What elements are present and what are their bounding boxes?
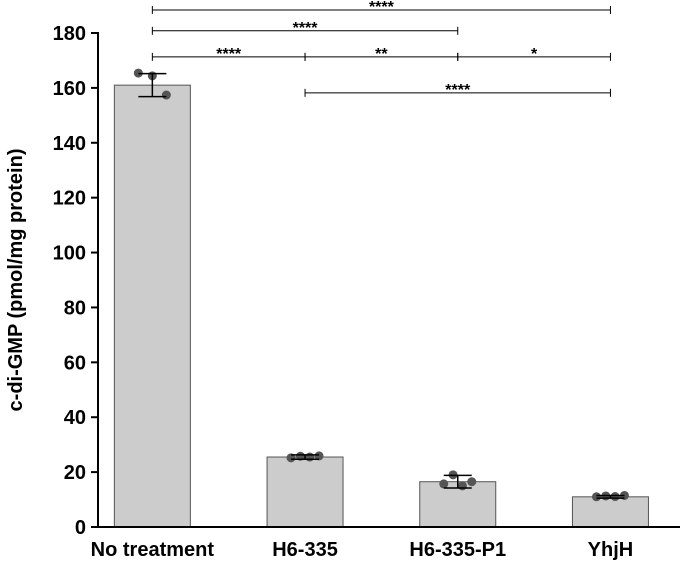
bar: [113, 84, 191, 528]
bar: [571, 496, 649, 528]
y-tick-label: 180: [53, 23, 86, 45]
significance-label: ****: [369, 0, 395, 16]
data-point: [314, 451, 324, 461]
y-tick-label: 20: [64, 462, 86, 484]
data-point: [457, 481, 467, 491]
y-tick-label: 60: [64, 352, 86, 374]
significance-label: ****: [293, 20, 319, 37]
bar: [266, 456, 344, 528]
y-tick-label: 160: [53, 78, 86, 100]
y-axis-title: c-di-GMP (pmol/mg protein): [5, 149, 27, 412]
data-point: [610, 492, 620, 502]
data-point: [286, 453, 296, 463]
data-point: [467, 477, 477, 487]
bar: [419, 481, 497, 528]
x-tick-label: H6-335-P1: [409, 539, 506, 561]
y-tick-label: 80: [64, 297, 86, 319]
y-tick-label: 100: [53, 243, 86, 265]
data-point: [161, 90, 171, 100]
significance-label: ****: [445, 82, 471, 99]
significance-label: **: [375, 46, 388, 63]
significance-label: *: [531, 46, 538, 63]
significance-label: ****: [216, 46, 242, 63]
data-point: [305, 452, 315, 462]
y-tick-label: 0: [75, 517, 86, 539]
x-tick-label: H6-335: [272, 539, 338, 561]
y-tick-label: 140: [53, 133, 86, 155]
data-point: [591, 492, 601, 502]
x-tick-label: YhjH: [588, 539, 634, 561]
data-point: [295, 451, 305, 461]
x-tick-label: No treatment: [91, 539, 215, 561]
y-tick-label: 120: [53, 188, 86, 210]
data-point: [439, 479, 449, 489]
y-tick-label: 40: [64, 407, 86, 429]
